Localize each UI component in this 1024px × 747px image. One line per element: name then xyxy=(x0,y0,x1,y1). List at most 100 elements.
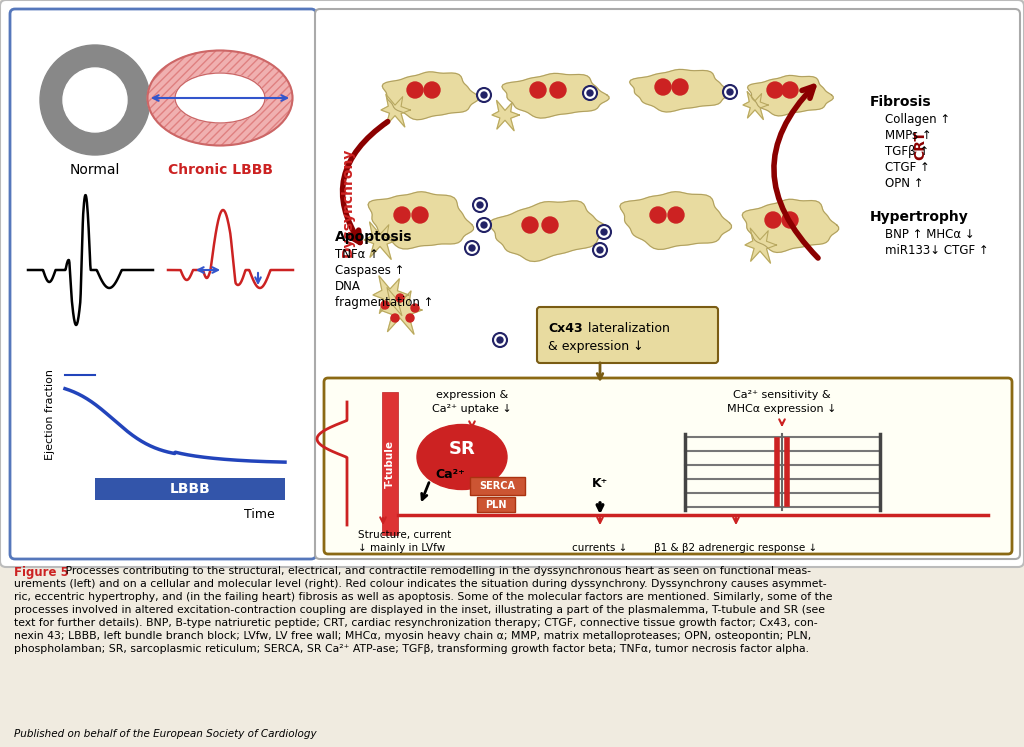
Circle shape xyxy=(40,45,150,155)
FancyBboxPatch shape xyxy=(315,9,1020,559)
Polygon shape xyxy=(381,94,411,127)
Text: Caspases ↑: Caspases ↑ xyxy=(335,264,404,277)
Text: Chronic LBBB: Chronic LBBB xyxy=(168,163,272,177)
Text: CRT: CRT xyxy=(913,130,927,160)
Circle shape xyxy=(381,301,389,309)
Ellipse shape xyxy=(175,73,265,123)
Ellipse shape xyxy=(147,51,293,146)
Text: Apoptosis: Apoptosis xyxy=(335,230,413,244)
Text: Time: Time xyxy=(245,508,275,521)
Circle shape xyxy=(727,89,733,95)
Text: ric, eccentric hypertrophy, and (in the failing heart) fibrosis as well as apopt: ric, eccentric hypertrophy, and (in the … xyxy=(14,592,833,602)
Circle shape xyxy=(522,217,538,233)
Text: Dyssynchrony: Dyssynchrony xyxy=(341,147,355,257)
Polygon shape xyxy=(382,72,478,120)
Circle shape xyxy=(493,333,507,347)
Polygon shape xyxy=(368,192,473,249)
Text: processes involved in altered excitation-contraction coupling are displayed in t: processes involved in altered excitation… xyxy=(14,605,825,615)
Text: MMPs ↑: MMPs ↑ xyxy=(885,129,932,142)
Circle shape xyxy=(411,304,419,312)
Circle shape xyxy=(782,82,798,98)
Circle shape xyxy=(477,218,490,232)
Text: TGFβ ↑: TGFβ ↑ xyxy=(885,145,929,158)
Text: phospholamban; SR, sarcoplasmic reticulum; SERCA, SR Ca²⁺ ATP-ase; TGFβ, transfo: phospholamban; SR, sarcoplasmic reticulu… xyxy=(14,644,809,654)
Circle shape xyxy=(587,90,593,96)
Bar xyxy=(470,477,525,495)
Circle shape xyxy=(477,88,490,102)
Text: OPN ↑: OPN ↑ xyxy=(885,177,924,190)
Text: Ca²⁺: Ca²⁺ xyxy=(435,468,465,482)
Polygon shape xyxy=(745,228,776,263)
Text: & expression ↓: & expression ↓ xyxy=(548,340,644,353)
Polygon shape xyxy=(502,73,609,118)
Polygon shape xyxy=(373,276,409,316)
Circle shape xyxy=(668,207,684,223)
Polygon shape xyxy=(488,201,607,261)
Circle shape xyxy=(424,82,440,98)
Text: Figure 5: Figure 5 xyxy=(14,566,69,579)
Text: Normal: Normal xyxy=(70,163,120,177)
Text: LBBB: LBBB xyxy=(170,482,210,496)
Text: fragmentation ↑: fragmentation ↑ xyxy=(335,296,433,309)
Polygon shape xyxy=(492,100,519,131)
Text: text for further details). BNP, B-type natriuretic peptide; CRT, cardiac resynch: text for further details). BNP, B-type n… xyxy=(14,618,817,628)
Bar xyxy=(95,478,285,500)
Circle shape xyxy=(497,337,503,343)
Circle shape xyxy=(465,241,479,255)
Circle shape xyxy=(63,68,127,132)
Polygon shape xyxy=(620,192,731,249)
Text: Cx43: Cx43 xyxy=(548,322,583,335)
Polygon shape xyxy=(743,91,768,120)
Circle shape xyxy=(396,294,404,302)
Circle shape xyxy=(469,245,475,251)
FancyBboxPatch shape xyxy=(537,307,718,363)
Text: Collagen ↑: Collagen ↑ xyxy=(885,113,950,126)
Circle shape xyxy=(542,217,558,233)
Polygon shape xyxy=(630,69,731,112)
Text: ↓ mainly in LVfw: ↓ mainly in LVfw xyxy=(358,543,445,553)
Text: Ca²⁺ sensitivity &: Ca²⁺ sensitivity & xyxy=(733,390,830,400)
Polygon shape xyxy=(380,288,422,334)
Text: BNP ↑ MHCα ↓: BNP ↑ MHCα ↓ xyxy=(885,228,975,241)
Circle shape xyxy=(593,243,607,257)
Circle shape xyxy=(597,225,611,239)
Text: currents ↓: currents ↓ xyxy=(572,543,628,553)
Polygon shape xyxy=(364,222,397,259)
Text: TNFα ↑: TNFα ↑ xyxy=(335,248,379,261)
FancyBboxPatch shape xyxy=(324,378,1012,554)
Text: urements (left) and on a cellular and molecular level (right). Red colour indica: urements (left) and on a cellular and mo… xyxy=(14,579,826,589)
Text: Published on behalf of the European Society of Cardiology: Published on behalf of the European Soci… xyxy=(14,729,316,739)
Circle shape xyxy=(481,92,487,98)
Circle shape xyxy=(597,247,603,253)
Circle shape xyxy=(412,207,428,223)
Text: Structure, current: Structure, current xyxy=(358,530,452,540)
Text: SR: SR xyxy=(449,440,475,458)
Text: DNA: DNA xyxy=(335,280,360,293)
Text: PLN: PLN xyxy=(485,500,507,509)
Ellipse shape xyxy=(417,424,507,489)
Circle shape xyxy=(481,222,487,228)
Bar xyxy=(477,497,515,512)
Text: Processes contributing to the structural, electrical, and contractile remodellin: Processes contributing to the structural… xyxy=(62,566,811,576)
Text: Hypertrophy: Hypertrophy xyxy=(870,210,969,224)
Circle shape xyxy=(550,82,566,98)
Circle shape xyxy=(655,79,671,95)
Circle shape xyxy=(394,207,410,223)
Circle shape xyxy=(391,314,399,322)
Text: β1 & β2 adrenergic response ↓: β1 & β2 adrenergic response ↓ xyxy=(654,543,817,553)
Circle shape xyxy=(767,82,783,98)
Circle shape xyxy=(477,202,483,208)
Circle shape xyxy=(407,82,423,98)
Text: Ejection fraction: Ejection fraction xyxy=(45,370,55,460)
Polygon shape xyxy=(742,199,839,252)
Circle shape xyxy=(765,212,781,228)
Text: T-tubule: T-tubule xyxy=(385,439,395,488)
Text: lateralization: lateralization xyxy=(584,322,670,335)
FancyBboxPatch shape xyxy=(10,9,316,559)
Circle shape xyxy=(650,207,666,223)
Text: miR133↓ CTGF ↑: miR133↓ CTGF ↑ xyxy=(885,244,989,257)
Text: Ca²⁺ uptake ↓: Ca²⁺ uptake ↓ xyxy=(432,404,512,414)
Text: expression &: expression & xyxy=(436,390,508,400)
Circle shape xyxy=(601,229,607,235)
Text: nexin 43; LBBB, left bundle branch block; LVfw, LV free wall; MHCα, myosin heavy: nexin 43; LBBB, left bundle branch block… xyxy=(14,631,811,641)
